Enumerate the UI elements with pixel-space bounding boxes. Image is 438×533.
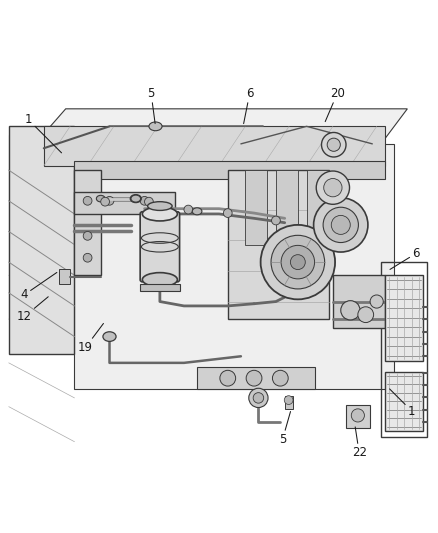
Text: 19: 19 [78, 324, 103, 354]
Polygon shape [74, 170, 101, 275]
Circle shape [316, 171, 350, 204]
Circle shape [83, 197, 92, 205]
Circle shape [321, 133, 346, 157]
Circle shape [370, 295, 383, 308]
Ellipse shape [131, 195, 141, 203]
Circle shape [327, 138, 340, 151]
Circle shape [140, 197, 149, 205]
Polygon shape [9, 135, 74, 319]
Ellipse shape [149, 122, 162, 131]
FancyBboxPatch shape [140, 212, 180, 282]
Polygon shape [35, 109, 407, 144]
Polygon shape [276, 170, 298, 245]
Circle shape [272, 370, 288, 386]
Circle shape [331, 215, 350, 235]
Text: 5: 5 [279, 411, 290, 446]
Polygon shape [140, 284, 180, 290]
Ellipse shape [131, 195, 141, 202]
Text: 1: 1 [25, 114, 62, 153]
Polygon shape [245, 170, 267, 245]
Ellipse shape [148, 201, 172, 211]
Circle shape [220, 370, 236, 386]
Bar [285, 395, 293, 409]
Circle shape [83, 253, 92, 262]
Ellipse shape [103, 332, 116, 342]
Circle shape [281, 245, 314, 279]
Circle shape [271, 235, 325, 289]
Circle shape [83, 231, 92, 240]
Text: 22: 22 [352, 427, 367, 459]
Polygon shape [9, 126, 74, 354]
Circle shape [105, 197, 114, 205]
Text: 1: 1 [389, 389, 416, 417]
Polygon shape [74, 161, 385, 179]
Text: 6: 6 [244, 87, 254, 124]
Polygon shape [197, 367, 315, 389]
Circle shape [101, 197, 110, 206]
Circle shape [341, 301, 360, 320]
Text: 12: 12 [17, 297, 48, 324]
Circle shape [324, 179, 342, 197]
Circle shape [351, 409, 364, 422]
Circle shape [223, 209, 232, 217]
Circle shape [261, 225, 335, 300]
Polygon shape [74, 144, 394, 389]
Circle shape [145, 197, 153, 206]
Polygon shape [333, 275, 385, 328]
Polygon shape [228, 170, 328, 319]
Bar [385, 275, 423, 361]
Circle shape [314, 198, 368, 252]
Ellipse shape [142, 273, 177, 287]
Text: 6: 6 [390, 247, 420, 269]
Circle shape [184, 205, 193, 214]
Text: 20: 20 [325, 87, 345, 122]
Text: 5: 5 [148, 87, 155, 124]
Circle shape [253, 393, 264, 403]
Bar [346, 405, 370, 427]
Polygon shape [44, 126, 385, 166]
Circle shape [323, 207, 358, 243]
Ellipse shape [96, 195, 105, 202]
Circle shape [272, 216, 280, 225]
Text: 4: 4 [20, 272, 57, 302]
Bar [59, 269, 70, 284]
Ellipse shape [142, 207, 177, 221]
Bar [385, 372, 423, 431]
Polygon shape [74, 192, 175, 214]
Circle shape [358, 307, 374, 322]
Circle shape [249, 388, 268, 408]
Circle shape [246, 370, 262, 386]
Circle shape [290, 255, 305, 270]
Ellipse shape [192, 208, 202, 215]
Polygon shape [307, 170, 328, 245]
Circle shape [284, 395, 293, 405]
